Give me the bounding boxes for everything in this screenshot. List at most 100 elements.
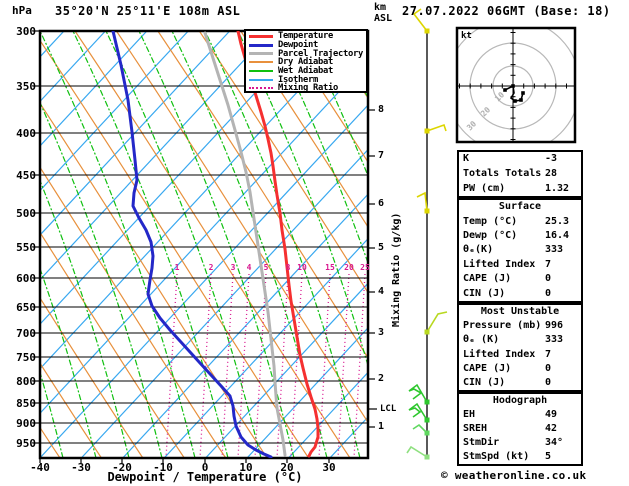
stats-section-most-unstable: Most Unstable Pressure (mb) 996 θₑ (K) 333 Li… xyxy=(457,303,583,392)
stats-row-label: CAPE (J) xyxy=(463,273,512,285)
stats-row: Temp (°C) 25.3 xyxy=(459,216,581,227)
stats-row-value: 0 xyxy=(545,362,552,374)
legend-sample-wet-adiabat xyxy=(249,70,273,73)
legend-label: Temperature xyxy=(278,31,333,42)
stats-row-label: θₑ(K) xyxy=(463,244,494,256)
mixing-ratio-label: 8 xyxy=(285,263,291,272)
sounding-curves xyxy=(111,31,320,458)
stats-section-surface: Surface Temp (°C) 25.3 Dewp (°C) 16.4 θₑ(K) 33… xyxy=(457,198,583,303)
stats-row-label: SREH xyxy=(463,423,488,434)
mixing-ratio-label: 4 xyxy=(246,263,252,272)
stats-row-value: 7 xyxy=(545,348,552,360)
wind-barb xyxy=(426,311,448,333)
mixing-ratio-label: 20 xyxy=(344,263,354,272)
stats-row: θₑ(K) 333 xyxy=(459,245,581,255)
curve-parcel-trajectory xyxy=(203,31,287,457)
stats-row: Lifted Index 7 xyxy=(459,258,581,270)
stats-row-value: 1.32 xyxy=(545,182,570,194)
km-tick-label: 5 xyxy=(378,242,385,253)
mixing-ratio-label: 1 xyxy=(174,263,180,272)
temp-tick-label: 0 xyxy=(201,461,209,474)
pressure-tick-label: 700 xyxy=(16,327,36,340)
curve-dewpoint xyxy=(111,31,273,458)
stats-row-value: 0 xyxy=(545,376,552,388)
stats-row-label: θₑ (K) xyxy=(463,334,500,346)
mixing-ratio-label: 2 xyxy=(208,263,214,272)
legend-item: Isotherm xyxy=(246,75,366,85)
stats-row-value: 16.4 xyxy=(545,230,570,242)
altitude-unit-asl: ASL xyxy=(374,13,393,24)
stats-row: Dewp (°C) 16.4 xyxy=(459,231,581,241)
mixing-ratio-label: 10 xyxy=(297,263,307,272)
pressure-tick-label: 500 xyxy=(16,207,36,220)
stats-row: CAPE (J) 0 xyxy=(459,362,581,374)
stats-row: Lifted Index 7 xyxy=(459,348,581,360)
km-tick-label: 8 xyxy=(378,104,385,115)
pressure-tick-label: 800 xyxy=(16,375,36,388)
km-tick-label: 6 xyxy=(378,198,385,209)
lcl-label: LCL xyxy=(380,404,397,414)
temp-tick-label: -40 xyxy=(30,461,50,474)
wind-barb xyxy=(416,191,428,212)
pressure-tick-label: 950 xyxy=(16,437,36,450)
wind-barb xyxy=(408,383,428,403)
stats-row: CIN (J) 0 xyxy=(459,287,581,299)
mixing-ratio-label: 15 xyxy=(325,263,335,272)
legend-sample-dewpoint xyxy=(249,43,273,47)
stats-row-value: 5 xyxy=(545,451,552,462)
temp-tick-label: -10 xyxy=(153,461,173,474)
pressure-tick-label: 650 xyxy=(16,301,36,314)
stats-row: EH 49 xyxy=(459,410,581,420)
mixing-axis-title: Mixing Ratio (g/kg) xyxy=(391,212,402,327)
legend-sample-mixing-ratio xyxy=(249,87,273,90)
legend-sample-temperature xyxy=(249,34,273,38)
legend-sample-dry-adiabat xyxy=(249,61,273,64)
datetime-title: 27.07.2022 06GMT (Base: 18) xyxy=(402,4,611,18)
stats-row-value: 28 xyxy=(545,167,558,179)
km-tick-label: 4 xyxy=(378,286,385,297)
pressure-tick-label: 450 xyxy=(16,169,36,182)
pressure-tick-label: 900 xyxy=(16,417,36,430)
stats-row-value: 42 xyxy=(545,423,558,434)
axis-ticks xyxy=(33,30,377,463)
legend-label: Dewpoint xyxy=(278,40,318,51)
stats-row-value: 34° xyxy=(545,437,564,448)
curve-temperature xyxy=(236,31,320,458)
stats-row-label: Lifted Index xyxy=(463,258,536,270)
stats-row-value: 333 xyxy=(545,334,564,346)
stats-row: K -3 xyxy=(459,154,581,164)
legend-label: Dry Adiabat xyxy=(278,57,333,68)
wet-adiabats xyxy=(40,31,368,458)
legend-sample-isotherm xyxy=(249,78,273,81)
km-tick-label: 1 xyxy=(378,421,385,432)
stats-row: Pressure (mb) 996 xyxy=(459,321,581,331)
stats-row-value: 996 xyxy=(545,320,564,332)
pressure-tick-label: 600 xyxy=(16,272,36,285)
stats-row: StmSpd (kt) 5 xyxy=(459,452,581,462)
pressure-tick-label: 400 xyxy=(16,127,36,140)
hodograph-ring-label: 20 xyxy=(479,105,492,118)
pressure-tick-label: 350 xyxy=(16,80,36,93)
station-title: 35°20'N 25°11'E 108m ASL xyxy=(55,4,241,18)
km-tick-label: 2 xyxy=(378,373,385,384)
wind-barb-column xyxy=(406,8,448,460)
stats-section-hodograph: Hodograph EH 49 SREH 42 StmDir 34° StmSpd (kt) 5 xyxy=(457,392,583,466)
stats-row-label: CIN (J) xyxy=(463,376,506,388)
stats-row-value: -3 xyxy=(545,153,558,165)
legend-label: Mixing Ratio xyxy=(278,83,338,94)
stats-row-label: CIN (J) xyxy=(463,287,506,299)
hodograph-ring-label: 10 xyxy=(493,90,506,103)
temp-tick-label: 30 xyxy=(322,461,336,474)
stats-row: StmDir 34° xyxy=(459,438,581,448)
pressure-tick-label: 300 xyxy=(16,25,36,38)
stats-row-label: EH xyxy=(463,409,476,420)
legend-label: Wet Adiabat xyxy=(278,66,333,77)
stats-row-value: 333 xyxy=(545,244,564,256)
legend-item: Dry Adiabat xyxy=(246,57,366,68)
stats-section-header: Most Unstable xyxy=(480,306,560,318)
legend-item: Parcel Trajectory xyxy=(246,49,366,59)
stats-row-label: Pressure (mb) xyxy=(463,320,542,332)
temp-tick-label: -20 xyxy=(112,461,132,474)
temp-tick-label: 10 xyxy=(239,461,253,474)
